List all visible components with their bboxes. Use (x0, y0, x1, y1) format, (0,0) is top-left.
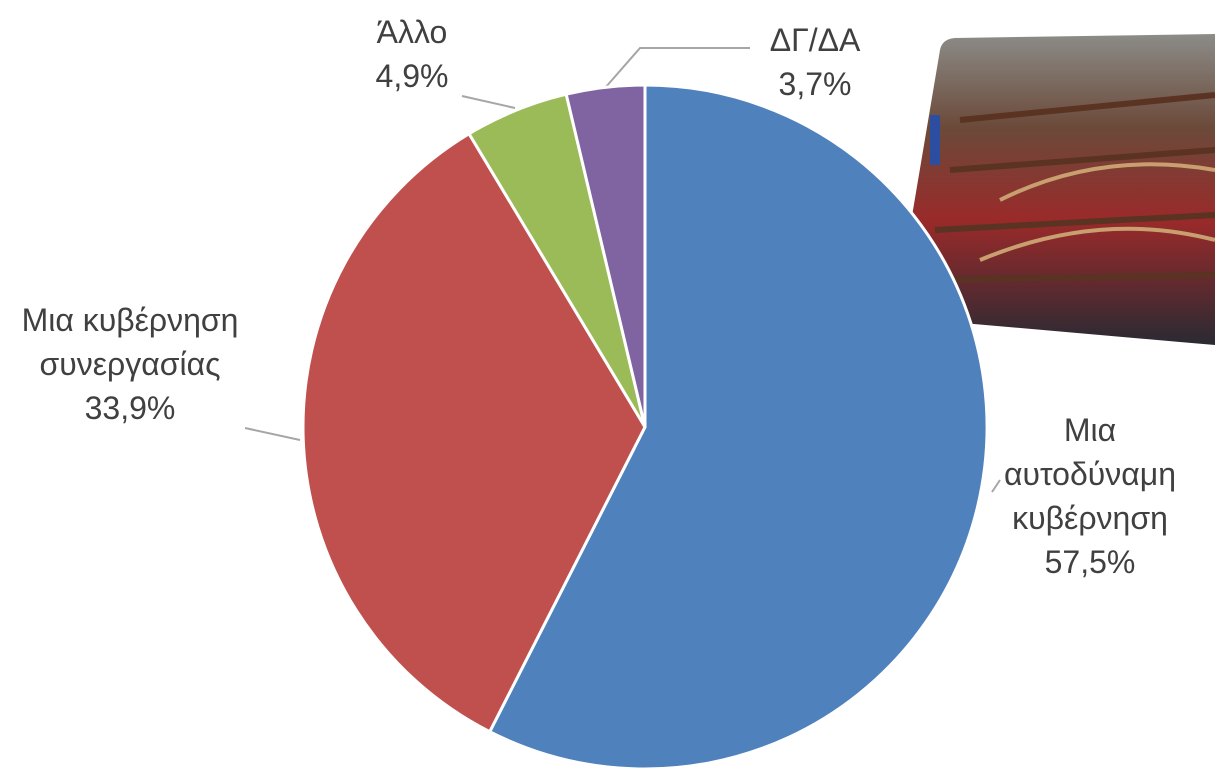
value-label: 57,5% (1044, 544, 1136, 580)
slice (564, 83, 647, 428)
value-label: 3,7% (778, 66, 852, 102)
category-label: Μια κυβέρνηση συνεργασίας (21, 302, 239, 382)
value-label: 4,9% (375, 58, 449, 94)
slice (301, 131, 647, 734)
category-label: ΔΓ/ΔΑ (769, 22, 861, 58)
value-label: 33,9% (84, 390, 176, 426)
category-label: Μια αυτοδύναμη κυβέρνηση (1003, 412, 1177, 536)
category-label: Άλλο (376, 14, 448, 50)
slice (487, 83, 989, 769)
leader-lines (244, 47, 1001, 493)
photo (896, 34, 1215, 345)
